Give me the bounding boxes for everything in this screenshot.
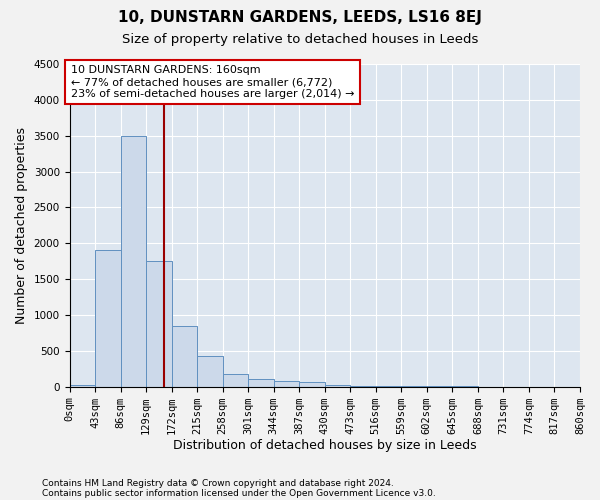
Text: Contains HM Land Registry data © Crown copyright and database right 2024.: Contains HM Land Registry data © Crown c… — [42, 478, 394, 488]
Bar — [325, 384, 350, 386]
Bar — [274, 381, 299, 386]
Bar — [70, 384, 95, 386]
Bar — [121, 136, 146, 386]
Text: 10 DUNSTARN GARDENS: 160sqm
← 77% of detached houses are smaller (6,772)
23% of : 10 DUNSTARN GARDENS: 160sqm ← 77% of det… — [71, 66, 354, 98]
Bar — [197, 356, 223, 386]
Text: Size of property relative to detached houses in Leeds: Size of property relative to detached ho… — [122, 32, 478, 46]
Text: Contains public sector information licensed under the Open Government Licence v3: Contains public sector information licen… — [42, 488, 436, 498]
Text: 10, DUNSTARN GARDENS, LEEDS, LS16 8EJ: 10, DUNSTARN GARDENS, LEEDS, LS16 8EJ — [118, 10, 482, 25]
Bar — [95, 250, 121, 386]
Bar — [172, 326, 197, 386]
Bar — [299, 382, 325, 386]
Y-axis label: Number of detached properties: Number of detached properties — [15, 127, 28, 324]
Bar — [248, 379, 274, 386]
Bar — [223, 374, 248, 386]
Bar — [146, 261, 172, 386]
X-axis label: Distribution of detached houses by size in Leeds: Distribution of detached houses by size … — [173, 440, 476, 452]
